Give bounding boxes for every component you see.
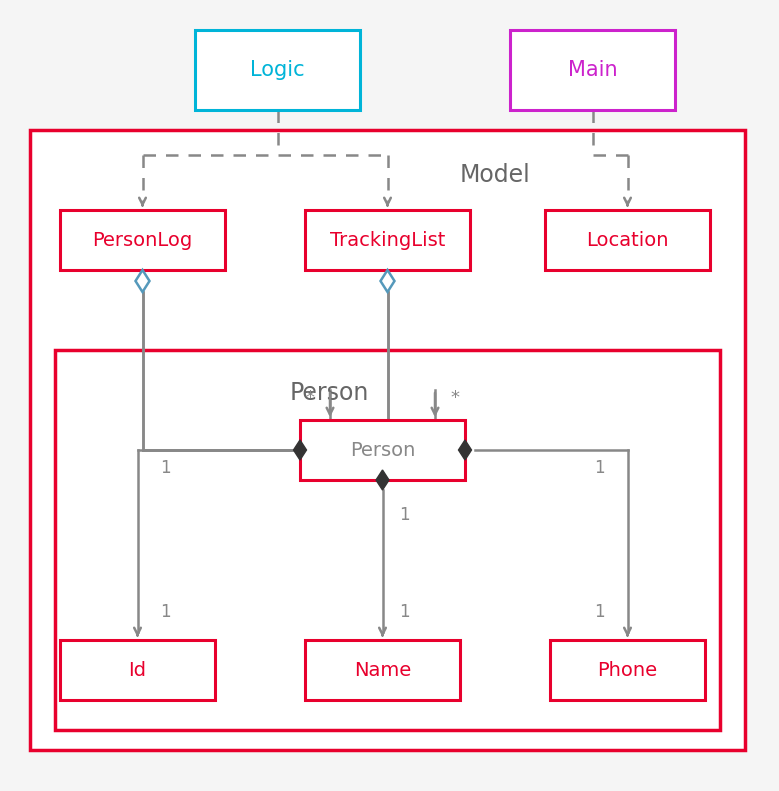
- Text: Logic: Logic: [250, 60, 305, 80]
- FancyBboxPatch shape: [30, 130, 745, 750]
- Polygon shape: [136, 270, 150, 292]
- Text: 1: 1: [160, 459, 171, 477]
- Text: 1: 1: [399, 603, 410, 621]
- Text: Name: Name: [354, 660, 411, 679]
- Text: 1: 1: [594, 459, 605, 477]
- Text: PersonLog: PersonLog: [93, 230, 192, 249]
- Text: *: *: [450, 389, 460, 407]
- Text: *: *: [305, 389, 315, 407]
- FancyBboxPatch shape: [300, 420, 465, 480]
- FancyBboxPatch shape: [305, 210, 470, 270]
- FancyBboxPatch shape: [550, 640, 705, 700]
- Text: TrackingList: TrackingList: [330, 230, 445, 249]
- FancyBboxPatch shape: [545, 210, 710, 270]
- Text: Phone: Phone: [597, 660, 657, 679]
- Text: 1: 1: [160, 603, 171, 621]
- Text: 1: 1: [399, 506, 410, 524]
- FancyBboxPatch shape: [305, 640, 460, 700]
- Text: Person: Person: [350, 441, 415, 460]
- Polygon shape: [294, 440, 306, 460]
- FancyBboxPatch shape: [60, 640, 215, 700]
- FancyBboxPatch shape: [510, 30, 675, 110]
- Text: Person: Person: [290, 381, 369, 405]
- Polygon shape: [380, 270, 394, 292]
- Text: Id: Id: [129, 660, 146, 679]
- FancyBboxPatch shape: [55, 350, 720, 730]
- FancyBboxPatch shape: [195, 30, 360, 110]
- Text: Model: Model: [460, 163, 530, 187]
- Text: Location: Location: [587, 230, 668, 249]
- FancyBboxPatch shape: [60, 210, 225, 270]
- Text: Main: Main: [568, 60, 617, 80]
- Polygon shape: [459, 440, 471, 460]
- Text: 1: 1: [594, 603, 605, 621]
- Polygon shape: [376, 470, 389, 490]
